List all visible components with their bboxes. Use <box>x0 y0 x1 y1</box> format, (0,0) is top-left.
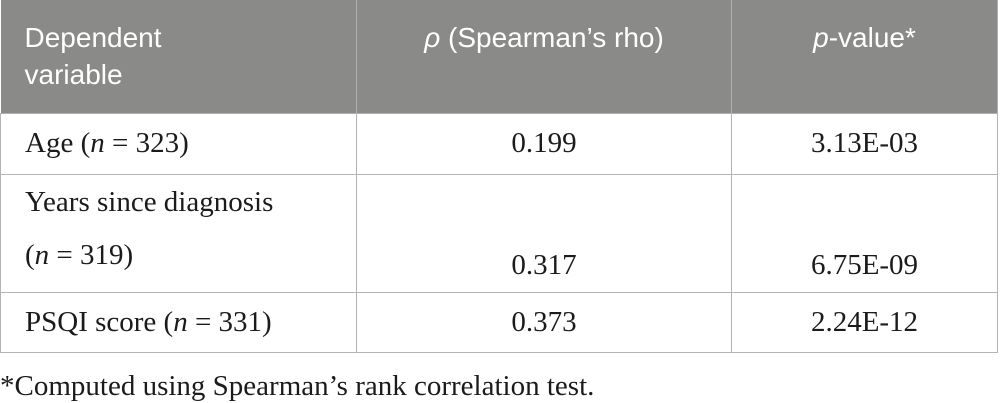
table-row-years-since-diagnosis: Years since diagnosis (n = 319) 0.317 6.… <box>0 173 998 293</box>
header-dependent-variable-line2: variable <box>24 59 123 90</box>
cell-rho-age: 0.199 <box>356 112 732 175</box>
table-header-row: Dependent variable ρ (Spearman’s rho) p-v… <box>0 0 998 114</box>
row-label-age: Age (n = 323) <box>0 112 357 175</box>
row-label-ysd-line1: Years since diagnosis <box>25 185 274 218</box>
row-label-years-since-diagnosis: Years since diagnosis (n = 319) <box>0 173 357 293</box>
header-p-value: p-value* <box>731 0 998 114</box>
cell-rho-years: 0.317 <box>356 173 732 293</box>
n-italic: n <box>34 238 50 271</box>
row-label-ysd-paren: ( <box>25 238 35 271</box>
n-italic: n <box>90 127 105 159</box>
correlation-table: Dependent variable ρ (Spearman’s rho) p-v… <box>0 0 998 353</box>
cell-rho-psqi: 0.373 <box>356 291 732 353</box>
row-label-ysd-line2: (n = 319) <box>25 229 355 282</box>
cell-pvalue-age: 3.13E-03 <box>731 112 998 175</box>
row-label-psqi-text: PSQI score ( <box>25 305 174 338</box>
table-footnote: *Computed using Spearman’s rank correlat… <box>0 369 595 402</box>
cell-pvalue-psqi: 2.24E-12 <box>731 291 998 353</box>
table-row-age: Age (n = 323) 0.199 3.13E-03 <box>0 112 998 175</box>
header-dependent-variable: Dependent variable <box>0 0 357 114</box>
header-spearman-rho-text: (Spearman’s rho) <box>440 22 664 53</box>
table-row-psqi-score: PSQI score (n = 331) 0.373 2.24E-12 <box>0 291 998 353</box>
row-label-ysd-count: = 319) <box>49 238 134 271</box>
header-spearman-rho: ρ (Spearman’s rho) <box>356 0 732 114</box>
header-p-value-text: -value* <box>828 22 916 53</box>
header-dependent-variable-line1: Dependent <box>24 22 162 53</box>
row-label-psqi-count: = 331) <box>187 305 272 338</box>
row-label-age-text: Age ( <box>25 127 91 159</box>
cell-pvalue-years: 6.75E-09 <box>731 173 998 293</box>
n-italic: n <box>173 305 188 338</box>
row-label-age-count: = 323) <box>104 127 189 159</box>
row-label-psqi: PSQI score (n = 331) <box>0 291 357 353</box>
p-symbol: p <box>813 22 829 53</box>
rho-symbol: ρ <box>424 22 441 53</box>
